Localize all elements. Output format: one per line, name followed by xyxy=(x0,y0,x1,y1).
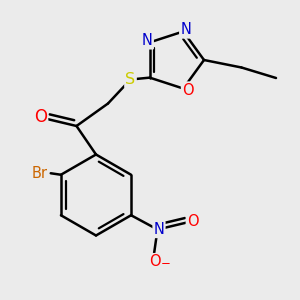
Text: N: N xyxy=(142,33,153,48)
Text: Br: Br xyxy=(31,166,47,181)
Text: O: O xyxy=(34,108,47,126)
Text: O: O xyxy=(182,82,194,98)
Text: O: O xyxy=(149,254,160,269)
Text: O: O xyxy=(187,214,198,230)
Text: N: N xyxy=(180,22,191,38)
Text: N: N xyxy=(154,222,164,237)
Text: −: − xyxy=(161,257,170,270)
Text: S: S xyxy=(125,72,136,87)
